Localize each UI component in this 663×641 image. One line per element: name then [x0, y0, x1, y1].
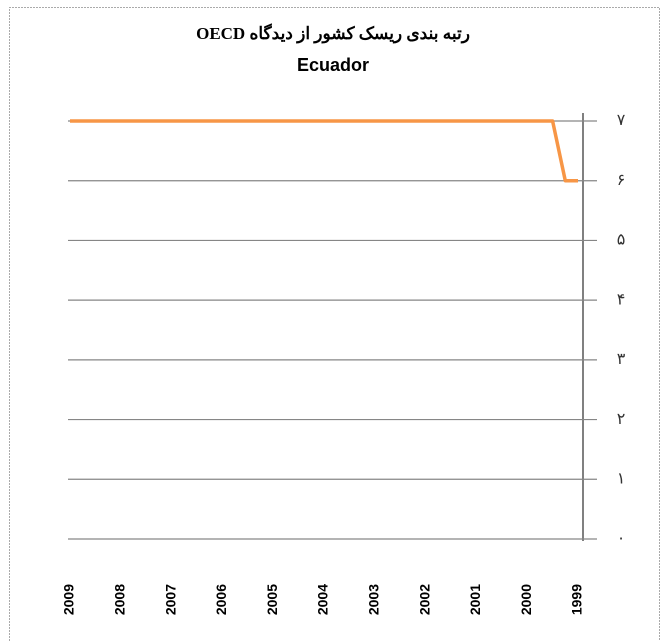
y-tick-label: ۳	[617, 351, 626, 368]
x-tick-label: 2004	[315, 584, 331, 615]
y-tick-label: ۴	[617, 291, 626, 308]
x-tick-label: 2007	[162, 584, 178, 615]
y-tick-label: ۱	[617, 471, 626, 488]
data-line	[70, 119, 578, 183]
x-tick-label: 2005	[264, 584, 280, 615]
chart-title: رتبه بندی ریسک کشور از دیدگاه OECD	[196, 23, 470, 44]
chart-border	[9, 7, 660, 641]
x-tick-label: 2000	[518, 584, 534, 615]
chart-subtitle: Ecuador	[297, 55, 369, 75]
x-tick-label: 2001	[467, 584, 483, 615]
x-tick-label: 2002	[416, 584, 432, 615]
y-tick-label: ۶	[617, 172, 626, 189]
x-tick-label: 2009	[61, 584, 77, 615]
x-tick-label: 2003	[366, 584, 382, 615]
x-tick-label: 2008	[112, 584, 128, 615]
y-tick-label: ۰	[617, 530, 626, 547]
y-tick-label: ۲	[617, 411, 626, 428]
x-tick-label: 1999	[569, 584, 585, 615]
x-tick-label: 2006	[213, 584, 229, 615]
y-tick-label: ۵	[617, 232, 626, 249]
y-tick-label: ۷	[617, 112, 626, 129]
